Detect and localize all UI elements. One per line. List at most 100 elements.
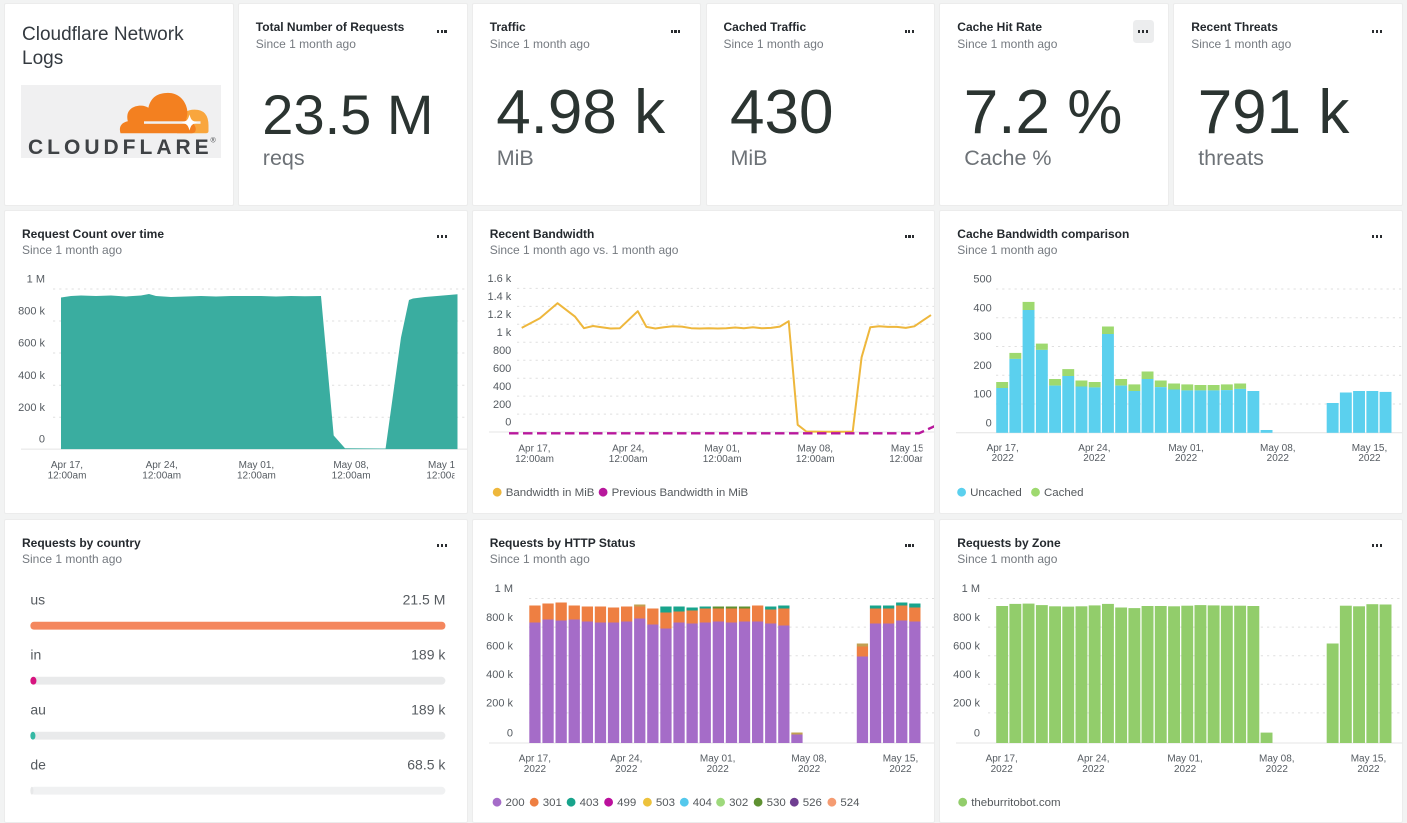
- svg-text:500: 500: [974, 273, 992, 285]
- svg-text:600 k: 600 k: [953, 640, 980, 652]
- svg-text:au: au: [30, 701, 46, 717]
- svg-text:12:00am: 12:00am: [142, 470, 181, 481]
- svg-text:600: 600: [493, 362, 511, 374]
- svg-text:68.5 k: 68.5 k: [407, 756, 446, 772]
- svg-text:0: 0: [507, 727, 513, 739]
- svg-text:2022: 2022: [1359, 453, 1382, 464]
- svg-text:1 k: 1 k: [496, 327, 511, 339]
- svg-text:800: 800: [493, 344, 511, 356]
- svg-text:Apr 17,: Apr 17,: [987, 443, 1019, 454]
- svg-text:400: 400: [493, 380, 511, 392]
- svg-text:Apr 17,: Apr 17,: [986, 753, 1018, 764]
- svg-text:0: 0: [986, 417, 992, 429]
- svg-text:200: 200: [505, 797, 524, 809]
- svg-text:200 k: 200 k: [18, 401, 45, 413]
- svg-text:302: 302: [729, 797, 748, 809]
- svg-text:404: 404: [692, 797, 712, 809]
- svg-text:2022: 2022: [1175, 453, 1198, 464]
- svg-text:0: 0: [974, 727, 980, 739]
- svg-text:403: 403: [579, 797, 598, 809]
- svg-text:1.2 k: 1.2 k: [487, 309, 511, 321]
- svg-text:300: 300: [974, 331, 992, 343]
- svg-text:Apr 17,: Apr 17,: [518, 753, 550, 764]
- svg-text:12:00am: 12:00am: [48, 470, 87, 481]
- svg-text:2022: 2022: [615, 763, 638, 774]
- svg-text:us: us: [30, 591, 45, 607]
- svg-text:800 k: 800 k: [953, 611, 980, 623]
- svg-text:May 01,: May 01,: [704, 443, 740, 454]
- svg-text:21.5 M: 21.5 M: [403, 591, 446, 607]
- svg-text:0: 0: [39, 433, 45, 445]
- svg-text:2022: 2022: [1358, 763, 1381, 774]
- svg-text:Apr 24,: Apr 24,: [146, 459, 178, 470]
- svg-text:2022: 2022: [706, 763, 729, 774]
- svg-text:Apr 17,: Apr 17,: [518, 443, 550, 454]
- svg-text:Uncached: Uncached: [970, 487, 1022, 499]
- svg-text:1 M: 1 M: [962, 583, 980, 595]
- svg-text:12:00am: 12:00am: [515, 454, 554, 465]
- svg-text:Apr 24,: Apr 24,: [612, 443, 644, 454]
- svg-text:499: 499: [617, 797, 636, 809]
- svg-text:12:00am: 12:00am: [702, 454, 741, 465]
- svg-text:May 08,: May 08,: [333, 459, 369, 470]
- svg-text:de: de: [30, 756, 46, 772]
- svg-text:May 08,: May 08,: [1260, 443, 1296, 454]
- svg-text:May 15,: May 15,: [1352, 443, 1388, 454]
- svg-text:12:00am: 12:00am: [889, 454, 928, 465]
- svg-text:400: 400: [974, 302, 992, 314]
- svg-text:400 k: 400 k: [953, 668, 980, 680]
- svg-text:800 k: 800 k: [18, 305, 45, 317]
- svg-text:Previous Bandwidth in MiB: Previous Bandwidth in MiB: [611, 487, 748, 499]
- svg-text:May 01,: May 01,: [1168, 753, 1204, 764]
- svg-text:2022: 2022: [889, 763, 912, 774]
- svg-text:600 k: 600 k: [18, 337, 45, 349]
- svg-text:May 01,: May 01,: [700, 753, 736, 764]
- svg-text:1 M: 1 M: [494, 583, 512, 595]
- svg-text:May 08,: May 08,: [791, 753, 827, 764]
- svg-text:189 k: 189 k: [411, 646, 446, 662]
- svg-text:400 k: 400 k: [486, 668, 513, 680]
- svg-text:12:00am: 12:00am: [796, 454, 835, 465]
- svg-text:May 15,: May 15,: [428, 459, 464, 470]
- svg-text:May 01,: May 01,: [1169, 443, 1205, 454]
- svg-text:2022: 2022: [798, 763, 821, 774]
- svg-text:Apr 17,: Apr 17,: [51, 459, 83, 470]
- svg-text:1 M: 1 M: [27, 273, 45, 285]
- svg-text:®: ®: [211, 136, 217, 144]
- svg-text:800 k: 800 k: [486, 611, 513, 623]
- svg-text:400 k: 400 k: [18, 369, 45, 381]
- svg-text:May 01,: May 01,: [239, 459, 275, 470]
- svg-text:2022: 2022: [1083, 763, 1106, 774]
- svg-text:2022: 2022: [1266, 763, 1289, 774]
- svg-text:200: 200: [493, 398, 511, 410]
- svg-text:12:00am: 12:00am: [332, 470, 371, 481]
- svg-text:0: 0: [505, 416, 511, 428]
- svg-text:May 08,: May 08,: [797, 443, 833, 454]
- svg-text:2022: 2022: [992, 453, 1015, 464]
- svg-text:Bandwidth in MiB: Bandwidth in MiB: [505, 487, 594, 499]
- svg-text:2022: 2022: [523, 763, 546, 774]
- svg-text:524: 524: [840, 797, 860, 809]
- svg-text:1.6 k: 1.6 k: [487, 273, 511, 285]
- svg-text:Apr 24,: Apr 24,: [1079, 443, 1111, 454]
- svg-text:200 k: 200 k: [953, 697, 980, 709]
- svg-text:May 15,: May 15,: [1351, 753, 1387, 764]
- svg-text:Apr 24,: Apr 24,: [1078, 753, 1110, 764]
- svg-text:2022: 2022: [991, 763, 1014, 774]
- svg-text:12:00am: 12:00am: [608, 454, 647, 465]
- svg-text:2022: 2022: [1084, 453, 1107, 464]
- svg-text:Apr 24,: Apr 24,: [610, 753, 642, 764]
- svg-text:503: 503: [656, 797, 675, 809]
- svg-text:301: 301: [542, 797, 561, 809]
- svg-text:530: 530: [766, 797, 785, 809]
- svg-text:May 15,: May 15,: [891, 443, 927, 454]
- svg-text:Cached: Cached: [1044, 487, 1084, 499]
- svg-text:theburritobot.com: theburritobot.com: [971, 797, 1060, 809]
- svg-text:12:00am: 12:00am: [426, 470, 465, 481]
- svg-text:May 08,: May 08,: [1259, 753, 1295, 764]
- svg-text:in: in: [30, 646, 41, 662]
- svg-text:12:00am: 12:00am: [237, 470, 276, 481]
- svg-text:200: 200: [974, 359, 992, 371]
- svg-text:200 k: 200 k: [486, 697, 513, 709]
- svg-text:1.4 k: 1.4 k: [487, 291, 511, 303]
